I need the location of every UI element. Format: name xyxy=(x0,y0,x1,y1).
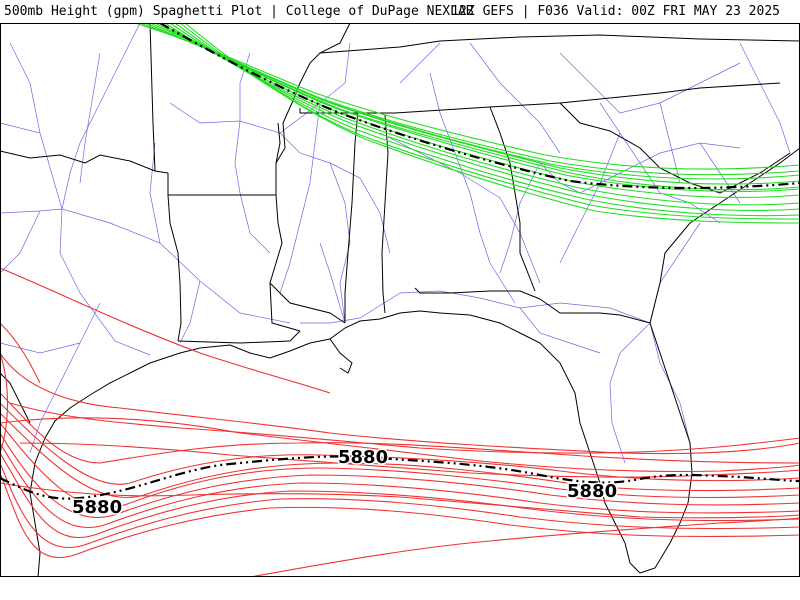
state-borders xyxy=(0,23,800,577)
contour-label: 5880 xyxy=(338,447,388,468)
north-ensemble-mean xyxy=(159,23,800,190)
map-title: 500mb Height (gpm) Spaghetti Plot | Coll… xyxy=(4,4,474,19)
contour-label: 5880 xyxy=(567,481,617,502)
spaghetti-map: 5880 5880 5880 xyxy=(0,23,800,577)
contour-label: 5880 xyxy=(72,497,122,518)
south-ensemble-mean xyxy=(0,455,800,500)
model-run-info: 12Z GEFS | F036 Valid: 00Z FRI MAY 23 20… xyxy=(451,4,780,19)
south-contour-members xyxy=(0,267,800,577)
